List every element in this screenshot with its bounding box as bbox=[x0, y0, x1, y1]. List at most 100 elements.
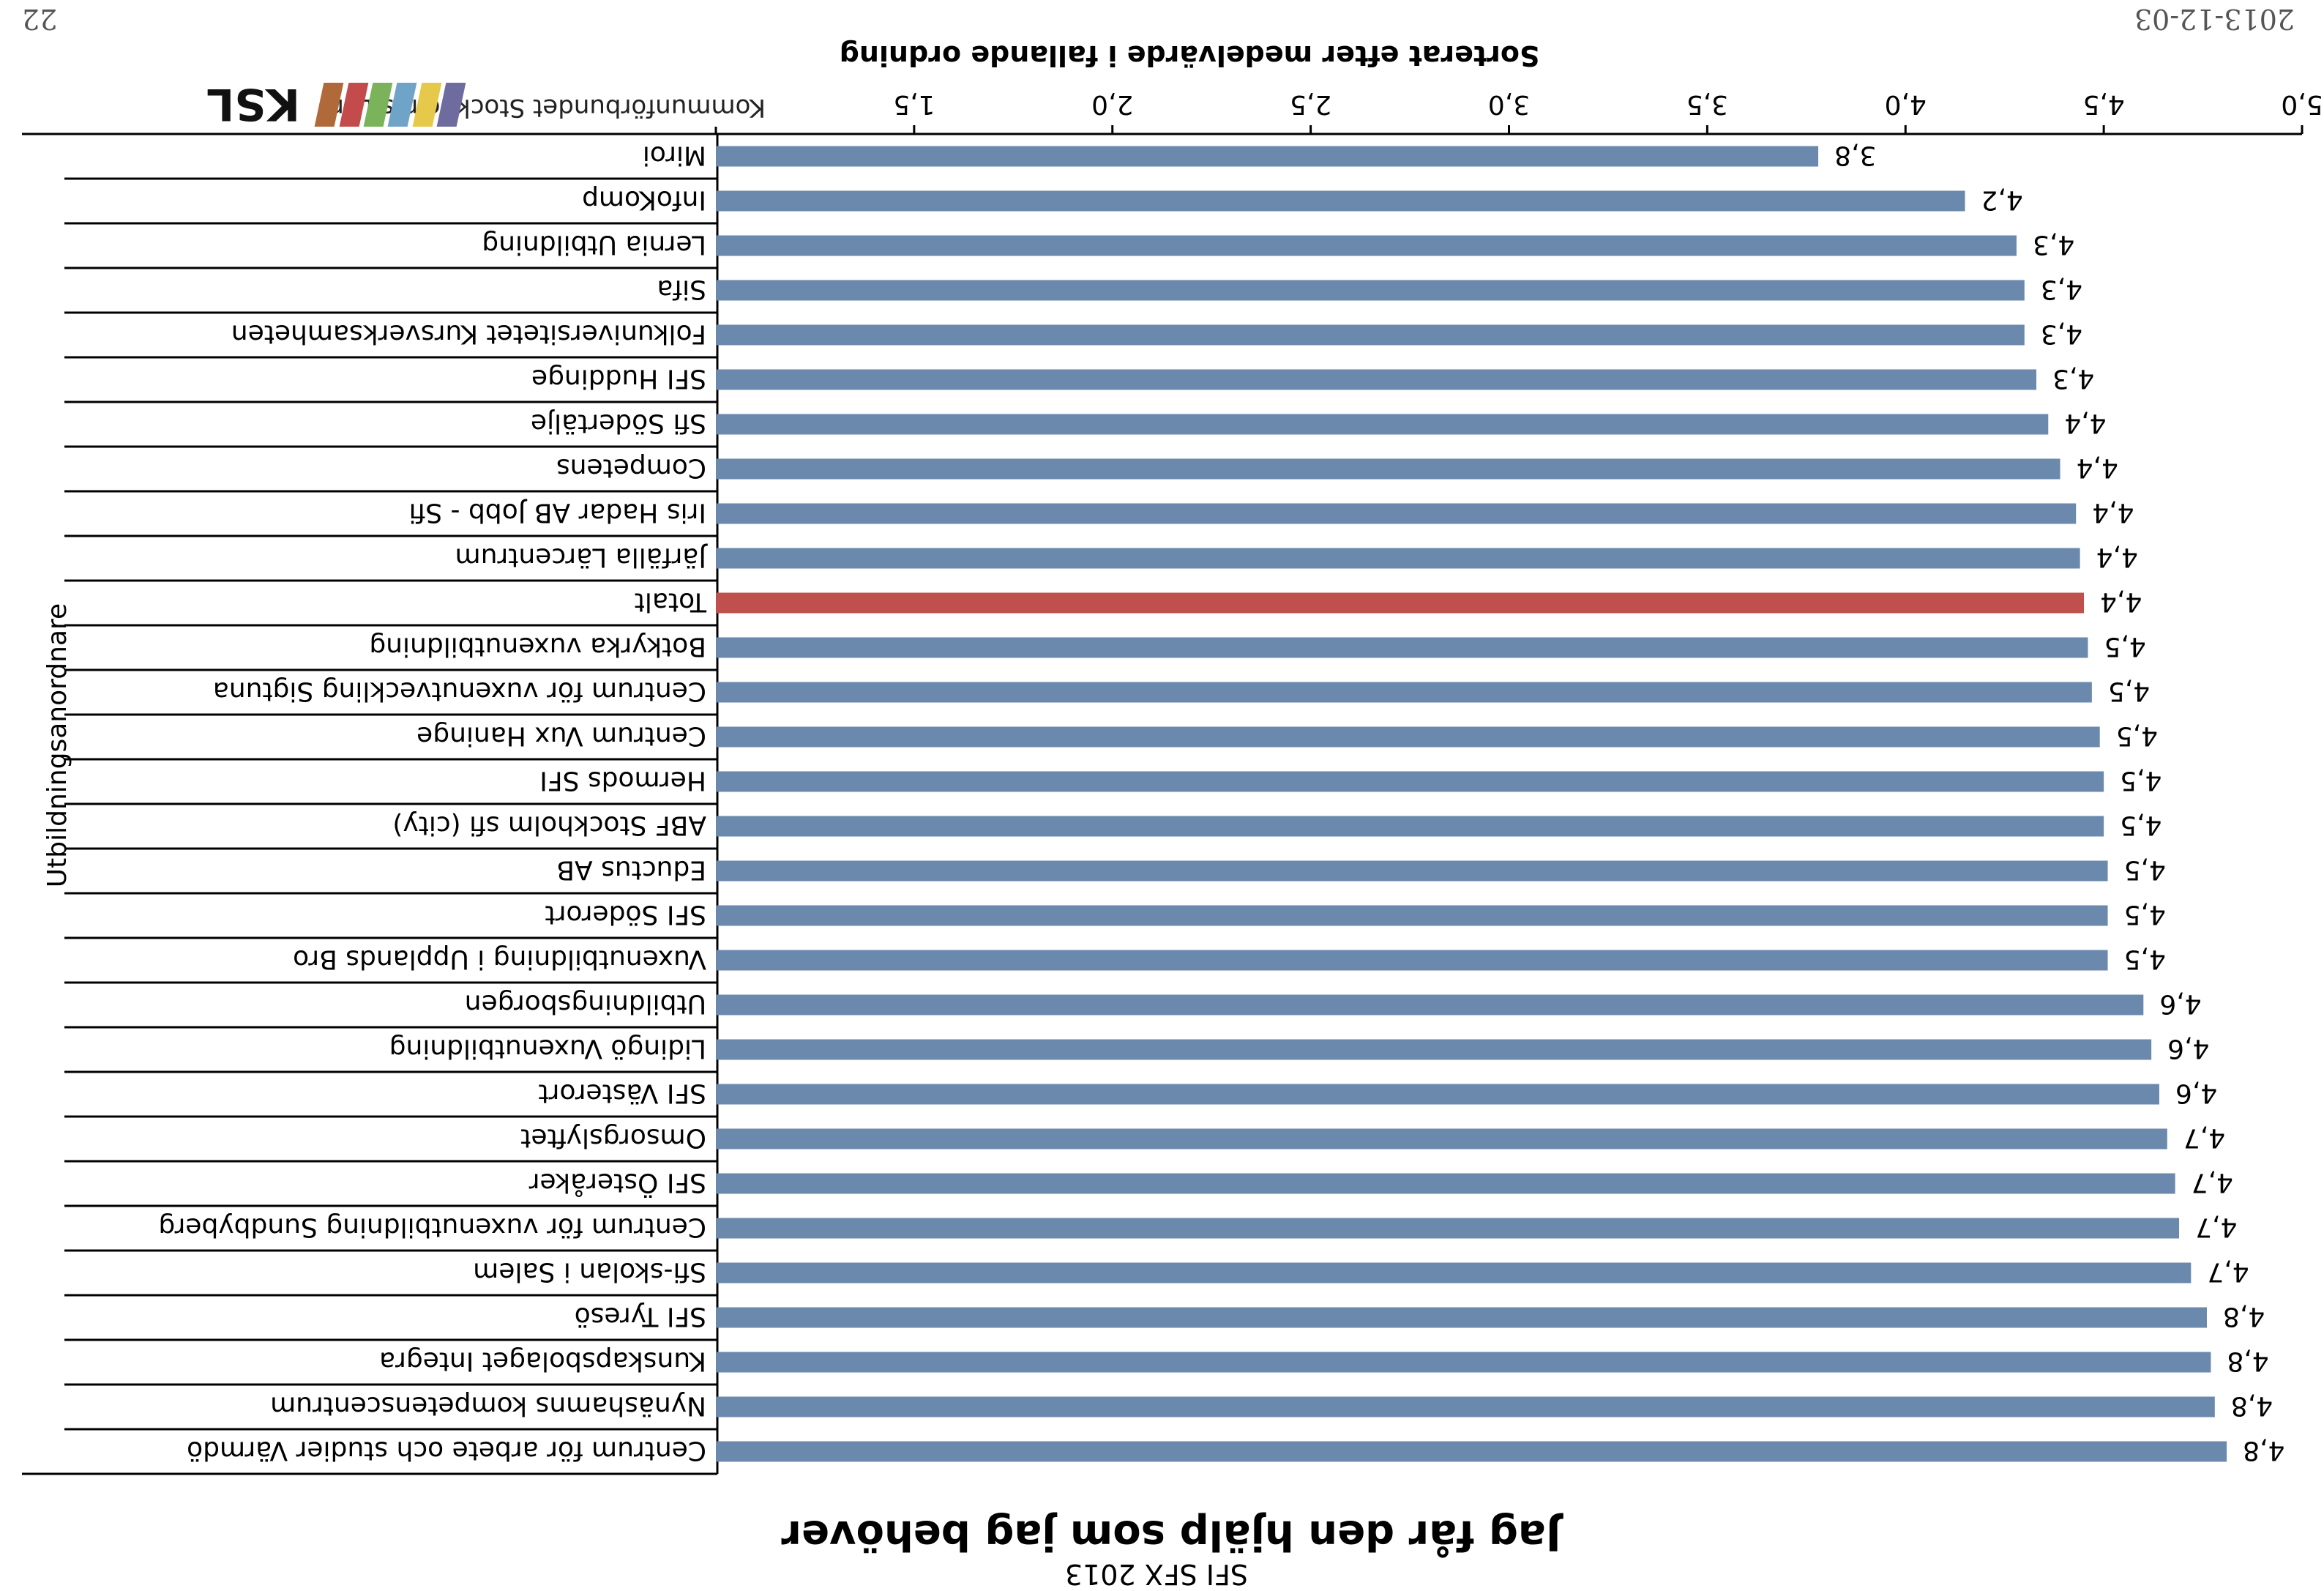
value-label: 4,2 bbox=[1981, 185, 2023, 215]
bar bbox=[716, 190, 1965, 212]
bar bbox=[716, 1441, 2227, 1462]
value-label: 4,4 bbox=[2096, 543, 2138, 573]
bar bbox=[716, 503, 2077, 524]
category-label: Sfi-skolan i Salem bbox=[473, 1257, 706, 1287]
value-label: 4,4 bbox=[2092, 498, 2134, 528]
category-label: Sfi Södertälje bbox=[531, 409, 706, 439]
bar bbox=[716, 1039, 2152, 1060]
value-label: 4,4 bbox=[2100, 587, 2142, 617]
x-tick-label: 1,5 bbox=[893, 89, 935, 119]
value-label: 4,3 bbox=[2041, 275, 2082, 305]
bar bbox=[716, 1352, 2211, 1373]
bar bbox=[716, 682, 2092, 703]
category-label: Centrum Vux Haninge bbox=[416, 721, 706, 751]
bar-totalt bbox=[716, 592, 2085, 614]
bar bbox=[716, 637, 2088, 658]
category-label: Järfälla Lärcentrum bbox=[455, 543, 708, 573]
bar bbox=[716, 369, 2037, 390]
x-tick-label: 4,5 bbox=[2082, 89, 2124, 119]
x-tick-label: 3,5 bbox=[1686, 89, 1728, 119]
bar bbox=[716, 1262, 2192, 1283]
x-axis: 1,01,52,02,53,03,54,04,55,0 bbox=[22, 89, 2323, 135]
bar bbox=[716, 1084, 2159, 1105]
category-label: Nynäshamns kompetenscentrum bbox=[270, 1391, 706, 1421]
bar bbox=[716, 235, 2017, 256]
value-label: 4,5 bbox=[2116, 721, 2158, 751]
bar bbox=[716, 1128, 2167, 1150]
value-label: 4,7 bbox=[2207, 1257, 2249, 1287]
category-label: Lernia Utbildning bbox=[482, 230, 706, 260]
bars: 3,8 4,2 4,3 4,3 4,3 4,3 4,4 4,4 4,4 4,4 4,4 4,5 4,5 4… bbox=[716, 141, 2284, 1466]
x-tick-label: 4,0 bbox=[1885, 89, 1927, 119]
category-label: SFI Huddinge bbox=[531, 364, 706, 394]
category-label: Eductus AB bbox=[556, 855, 706, 885]
category-label: Botkyrka vuxenutbildning bbox=[369, 632, 706, 662]
value-label: 3,8 bbox=[1834, 141, 1876, 171]
bar bbox=[716, 280, 2025, 301]
bar bbox=[716, 1218, 2180, 1239]
value-label: 4,6 bbox=[2175, 1078, 2217, 1109]
bar bbox=[716, 324, 2025, 346]
ksl-logo: Kommunförbundet Stockholms Län KSL bbox=[15, 78, 776, 130]
category-rows: Miroi InfoKomp Lernia Utbildning Sifa Folkun… bbox=[22, 134, 719, 1475]
category-label: Centrum för arbete och studier Värmdö bbox=[187, 1436, 706, 1466]
value-label: 4,7 bbox=[2192, 1168, 2233, 1198]
category-label: ABF Stockholm sfi (city) bbox=[392, 811, 706, 841]
category-label: Totalt bbox=[635, 587, 707, 617]
y-axis-label: Utbildningsanordnare bbox=[42, 603, 72, 887]
logo-mark: KSL bbox=[206, 78, 300, 130]
value-label: 4,8 bbox=[2223, 1302, 2265, 1332]
value-label: 4,5 bbox=[2124, 900, 2166, 930]
value-label: 4,4 bbox=[2077, 453, 2118, 483]
bar bbox=[716, 860, 2108, 882]
value-label: 4,3 bbox=[2052, 364, 2094, 394]
axis-title: Sorterat efter medelvärde i fallande ord… bbox=[840, 40, 1540, 72]
logo-stripes bbox=[314, 83, 466, 127]
category-label: Kunskapsbolaget Integra bbox=[379, 1346, 706, 1376]
bar bbox=[716, 1173, 2175, 1194]
category-label: SFI Söderort bbox=[545, 900, 706, 930]
category-label: Vuxenutbildning i Upplands Bro bbox=[293, 944, 706, 975]
category-label: Lidingö Vuxenutbildning bbox=[389, 1034, 706, 1064]
logo-stripe bbox=[387, 83, 417, 127]
bar bbox=[716, 816, 2104, 837]
x-tick-label: 3,0 bbox=[1488, 89, 1530, 119]
category-label: Miroi bbox=[643, 141, 706, 171]
category-label: SFI Tyresö bbox=[575, 1302, 706, 1332]
chart-title: Jag får den hjälp som jag behöver bbox=[781, 1511, 1564, 1559]
value-label: 4,5 bbox=[2124, 855, 2166, 885]
value-label: 4,5 bbox=[2124, 944, 2166, 975]
chart-subtitle: SFI SFX 2013 bbox=[1065, 1558, 1248, 1590]
category-label: Centrum för vuxenutbildning Sundbyberg bbox=[158, 1212, 706, 1242]
bar bbox=[716, 726, 2100, 748]
value-label: 4,8 bbox=[2227, 1346, 2268, 1376]
bar bbox=[716, 994, 2144, 1016]
bar bbox=[716, 146, 1819, 167]
x-tick-label: 2,0 bbox=[1091, 89, 1133, 119]
category-label: Utbildningsborgen bbox=[465, 989, 706, 1019]
category-label: InfoKomp bbox=[582, 185, 706, 215]
value-label: 4,5 bbox=[2108, 677, 2150, 707]
bar bbox=[716, 1396, 2215, 1417]
value-label: 4,8 bbox=[2231, 1391, 2273, 1421]
bar bbox=[716, 950, 2108, 971]
bar bbox=[716, 458, 2060, 480]
category-label: Folkuniversitetet Kursverksamheten bbox=[231, 319, 706, 349]
value-label: 4,6 bbox=[2159, 989, 2201, 1019]
value-label: 4,3 bbox=[2041, 319, 2082, 349]
logo-stripe bbox=[314, 83, 344, 127]
value-label: 4,7 bbox=[2195, 1212, 2237, 1242]
category-label: Hermods SFI bbox=[539, 766, 706, 796]
value-label: 4,5 bbox=[2120, 766, 2162, 796]
category-label: Iris Hadar AB Jobb - Sfi bbox=[409, 498, 706, 528]
bar bbox=[716, 414, 2049, 435]
category-label: Sifa bbox=[657, 275, 706, 305]
bar bbox=[716, 1307, 2207, 1328]
category-label: Centrum för vuxenutveckling Sigtuna bbox=[213, 677, 706, 707]
value-label: 4,7 bbox=[2183, 1123, 2225, 1153]
category-label: Omsorgslyftet bbox=[520, 1123, 706, 1153]
x-tick-label: 2,5 bbox=[1290, 89, 1331, 119]
